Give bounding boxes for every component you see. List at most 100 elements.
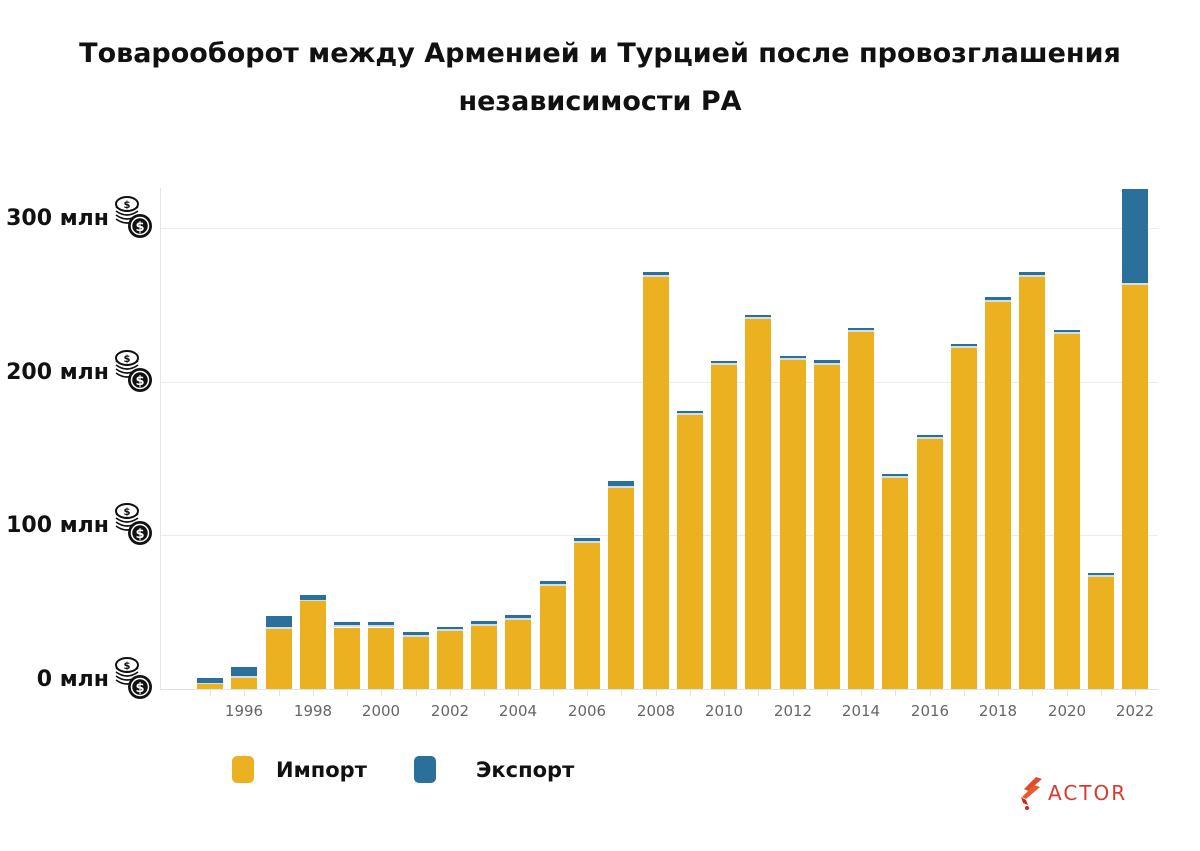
y-tick-label: 300 млн $ $	[5, 194, 155, 242]
bar-2017[interactable]	[951, 344, 977, 689]
svg-text:$: $	[124, 661, 131, 672]
bar-2020[interactable]	[1054, 330, 1080, 689]
legend-item-import[interactable]: Импорт	[232, 756, 367, 783]
bar-segment-export	[197, 678, 223, 683]
legend-swatch-import	[232, 756, 254, 783]
x-tick-label: 2014	[841, 702, 881, 720]
legend-item-export[interactable]: Экспорт	[414, 756, 574, 783]
bar-segment-import	[1088, 577, 1114, 689]
bar-2014[interactable]	[848, 328, 874, 689]
bar-2012[interactable]	[780, 356, 806, 689]
bar-2009[interactable]	[677, 411, 703, 689]
bar-2000[interactable]	[368, 622, 394, 689]
x-tick	[1101, 690, 1102, 696]
bar-2022[interactable]	[1122, 189, 1148, 689]
bar-2013[interactable]	[814, 360, 840, 689]
bar-2001[interactable]	[403, 632, 429, 689]
bar-segment-import	[985, 302, 1011, 689]
chart-title-line-1: Товарооборот между Арменией и Турцией по…	[79, 38, 1121, 69]
actor-logo: ACTOR	[1018, 773, 1143, 813]
bar-segment-export	[848, 328, 874, 330]
bar-segment-import	[505, 620, 531, 689]
x-tick	[313, 690, 314, 696]
bar-2002[interactable]	[437, 627, 463, 689]
bar-segment-import	[403, 637, 429, 689]
bar-segment-import	[574, 543, 600, 689]
bar-segment-export	[1088, 573, 1114, 575]
bar-1995[interactable]	[197, 678, 223, 689]
bar-segment-import	[334, 628, 360, 689]
x-tick	[484, 690, 485, 696]
bar-segment-export	[300, 595, 326, 600]
bar-2021[interactable]	[1088, 573, 1114, 689]
actor-logo-mark-icon	[1021, 777, 1042, 810]
bar-segment-export	[1054, 330, 1080, 332]
bar-2006[interactable]	[574, 538, 600, 689]
x-tick-label: 2002	[430, 702, 470, 720]
y-tick-text: 200 млн	[6, 359, 109, 385]
coins-dollar-icon: $$	[115, 657, 152, 699]
bar-segment-export	[403, 632, 429, 635]
bar-segment-divider	[403, 635, 429, 637]
bar-2005[interactable]	[540, 581, 566, 689]
x-tick-label: 2018	[978, 702, 1018, 720]
x-tick	[758, 690, 759, 696]
x-tick	[621, 690, 622, 696]
bar-segment-export	[745, 315, 771, 317]
x-tick-label: 1998	[293, 702, 333, 720]
y-tick-label: 100 млн $ $	[5, 501, 155, 549]
x-tick-label: 2020	[1047, 702, 1087, 720]
bar-segment-divider	[985, 300, 1011, 302]
bar-2004[interactable]	[505, 615, 531, 689]
y-tick-label: 0 млн $ $	[5, 655, 155, 703]
bar-2003[interactable]	[471, 621, 497, 689]
bar-segment-export	[643, 272, 669, 275]
x-tick-label: 2008	[636, 702, 676, 720]
bar-segment-export	[985, 297, 1011, 300]
x-tick	[964, 690, 965, 696]
bar-segment-import	[266, 629, 292, 689]
bar-2010[interactable]	[711, 361, 737, 689]
bar-1998[interactable]	[300, 595, 326, 689]
x-tick	[518, 690, 519, 696]
bar-segment-import	[540, 586, 566, 689]
x-tick-label: 1996	[224, 702, 264, 720]
bar-segment-divider	[368, 625, 394, 627]
bar-segment-divider	[1019, 275, 1045, 277]
bar-segment-export	[437, 627, 463, 629]
bar-2016[interactable]	[917, 435, 943, 689]
bar-1997[interactable]	[266, 616, 292, 689]
bar-segment-divider	[643, 275, 669, 277]
bar-segment-export	[882, 474, 908, 476]
bar-segment-divider	[780, 358, 806, 360]
bar-2018[interactable]	[985, 297, 1011, 689]
y-tick-text: 100 млн	[6, 512, 109, 538]
svg-text:$: $	[135, 374, 144, 389]
bar-2015[interactable]	[882, 474, 908, 689]
gridline	[160, 228, 1158, 229]
bar-segment-import	[917, 439, 943, 689]
svg-text:$: $	[124, 354, 131, 365]
bar-2011[interactable]	[745, 315, 771, 689]
x-tick-label: 2006	[567, 702, 607, 720]
bar-segment-import	[1122, 285, 1148, 689]
bar-segment-export	[334, 622, 360, 625]
x-tick-label: 2022	[1115, 702, 1155, 720]
bar-segment-divider	[1088, 575, 1114, 577]
x-tick	[1135, 690, 1136, 696]
x-axis-line	[160, 689, 1158, 690]
bar-1996[interactable]	[231, 667, 257, 689]
x-tick	[244, 690, 245, 696]
bar-2019[interactable]	[1019, 272, 1045, 689]
bar-segment-divider	[1054, 332, 1080, 334]
bar-1999[interactable]	[334, 622, 360, 689]
y-tick-text: 300 млн	[6, 205, 109, 231]
x-tick	[895, 690, 896, 696]
bar-segment-import	[643, 277, 669, 689]
bar-2007[interactable]	[608, 481, 634, 689]
bar-segment-divider	[848, 330, 874, 332]
bar-2008[interactable]	[643, 272, 669, 689]
bar-segment-divider	[574, 541, 600, 543]
svg-text:$: $	[135, 527, 144, 542]
bar-segment-export	[505, 615, 531, 618]
